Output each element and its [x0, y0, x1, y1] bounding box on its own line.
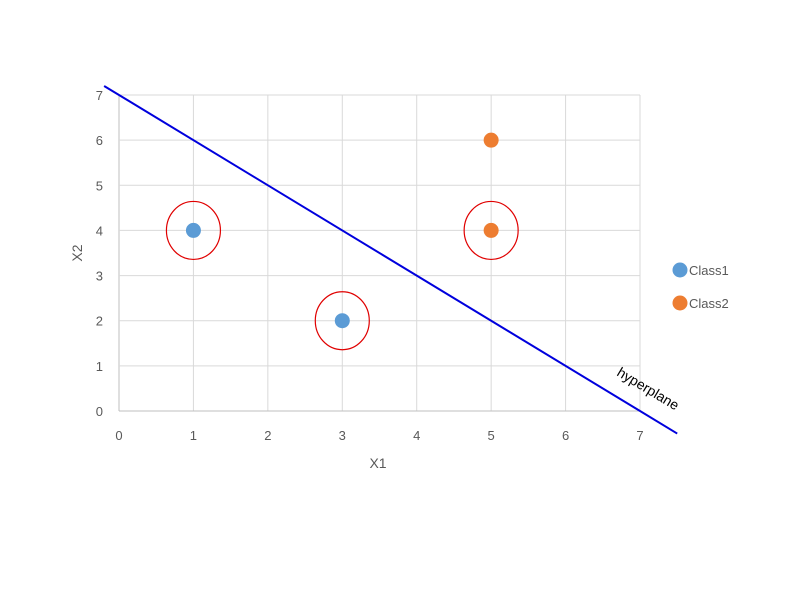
x-tick-label: 2: [264, 428, 271, 443]
x-tick-label: 0: [115, 428, 122, 443]
class1-point: [185, 222, 201, 238]
support-vector-ring: [314, 291, 370, 351]
legend-marker-class2: [672, 295, 688, 311]
y-tick-labels: 0 1 2 3 4 5 6 7: [96, 88, 103, 419]
y-tick-label: 2: [96, 314, 103, 329]
x-tick-label: 3: [339, 428, 346, 443]
legend-label-class1: Class1: [689, 263, 729, 278]
support-vector-ring: [165, 200, 222, 261]
x-tick-label: 5: [488, 428, 495, 443]
support-vector-rings: [165, 200, 519, 351]
x-tick-label: 7: [636, 428, 643, 443]
y-tick-label: 4: [96, 223, 103, 238]
x-tick-labels: 0 1 2 3 4 5 6 7: [115, 428, 643, 443]
legend-marker-class1: [672, 262, 688, 278]
class2-point: [483, 132, 499, 148]
y-tick-label: 3: [96, 269, 103, 284]
x-tick-label: 4: [413, 428, 420, 443]
data-points: [185, 132, 499, 329]
y-tick-label: 7: [96, 88, 103, 103]
x-axis-title: X1: [369, 455, 386, 471]
y-tick-label: 0: [96, 404, 103, 419]
hyperplane-label: hyperplane: [614, 364, 682, 414]
x-tick-label: 1: [190, 428, 197, 443]
y-axis-title: X2: [69, 244, 85, 261]
gridlines: [118, 94, 641, 412]
y-tick-label: 5: [96, 178, 103, 193]
hyperplane-line: [103, 85, 678, 435]
y-tick-label: 6: [96, 133, 103, 148]
class1-point: [334, 313, 350, 329]
legend: Class1 Class2: [672, 262, 729, 311]
x-tick-label: 6: [562, 428, 569, 443]
support-vector-ring: [463, 200, 519, 261]
y-tick-label: 1: [96, 359, 103, 374]
legend-label-class2: Class2: [689, 296, 729, 311]
class2-point: [483, 222, 499, 238]
